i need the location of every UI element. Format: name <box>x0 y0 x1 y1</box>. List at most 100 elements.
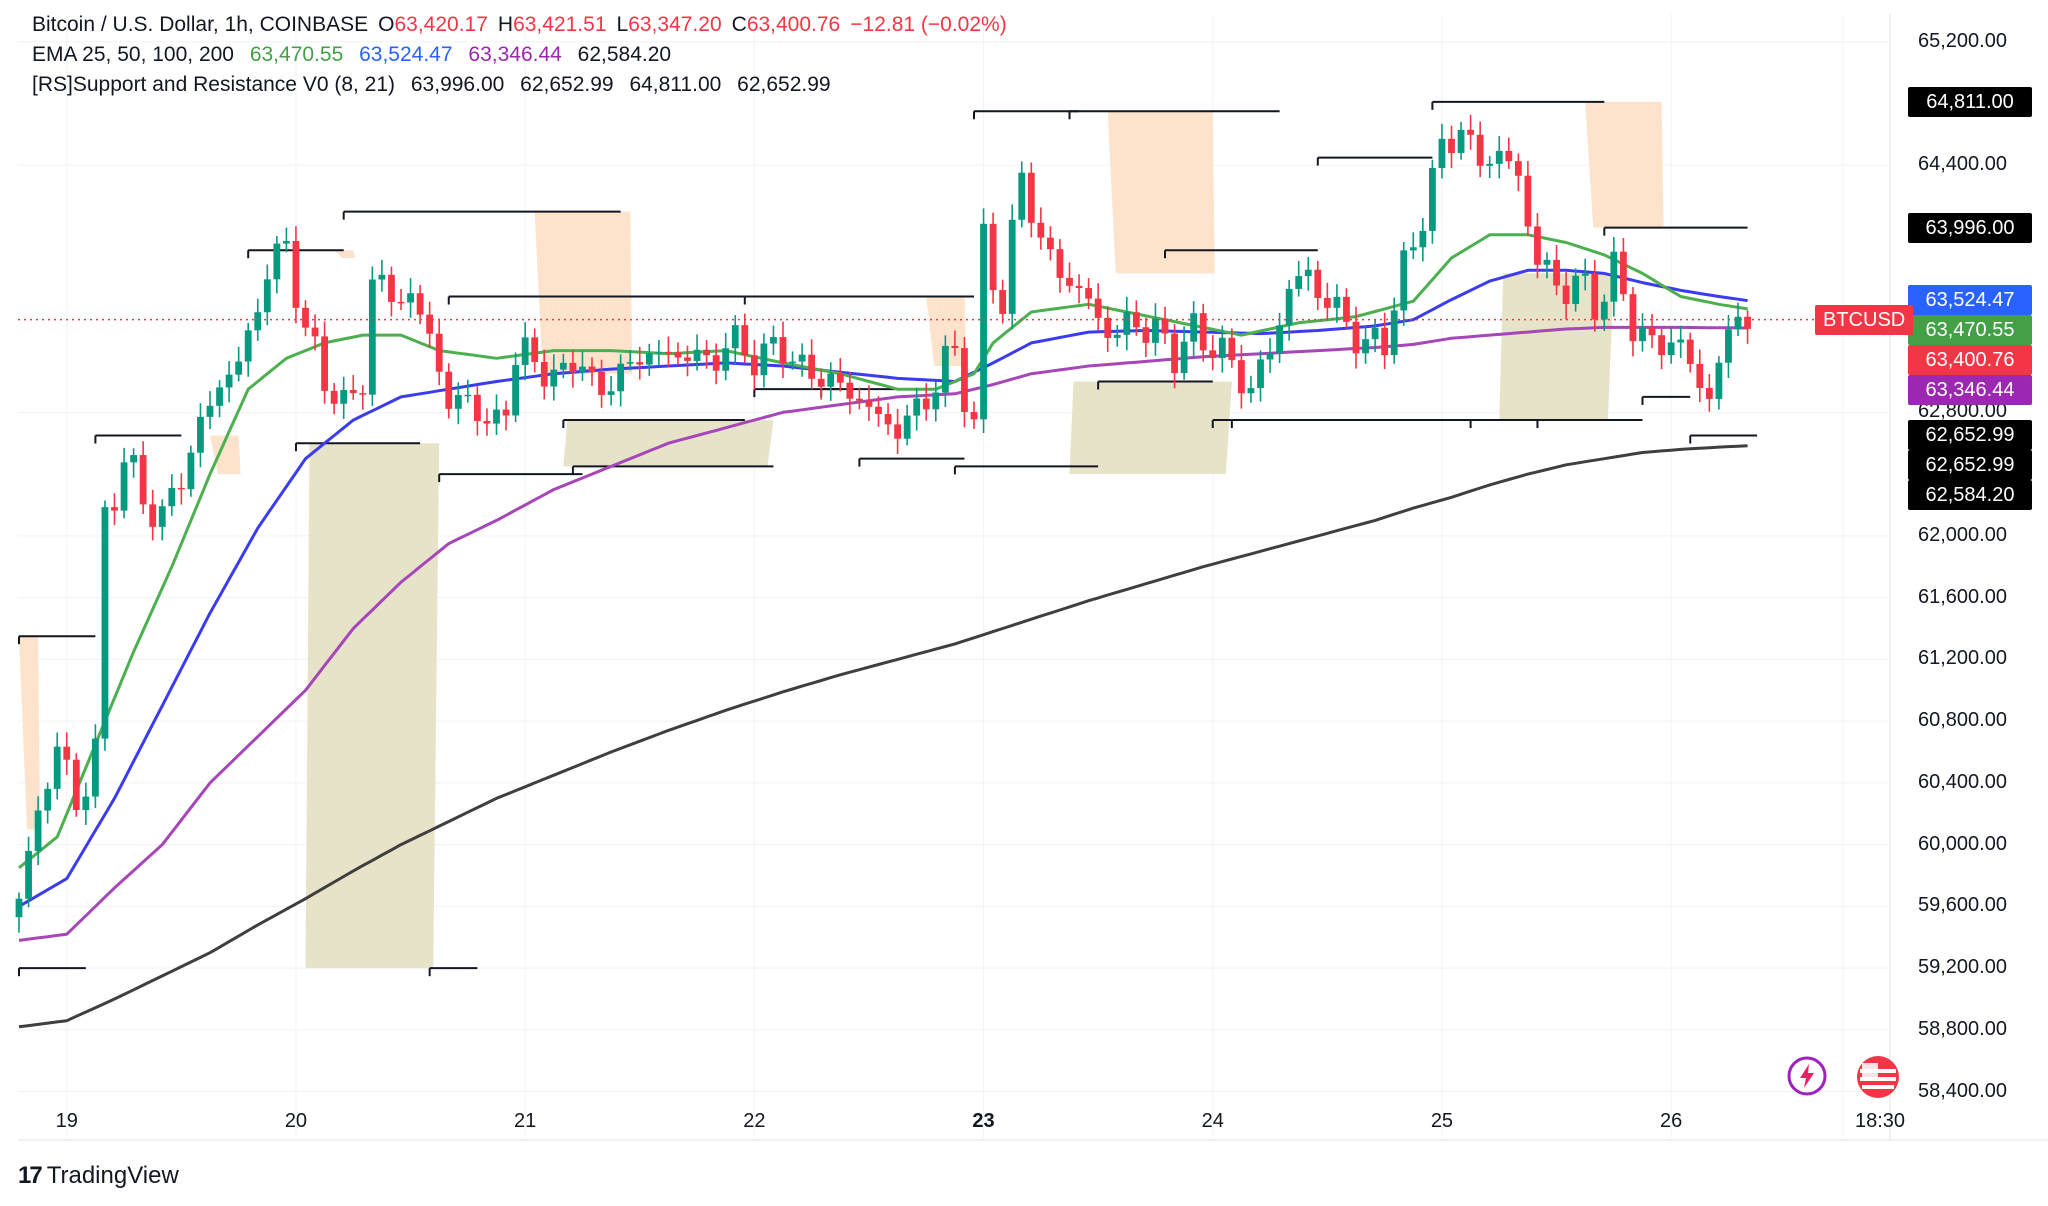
candle-body <box>244 330 252 362</box>
ema100-value: 63,346.44 <box>468 43 562 66</box>
candle-body <box>1285 288 1293 326</box>
support-zone <box>305 443 440 969</box>
price-tag: 62,652.99 <box>1908 450 2032 481</box>
candle-body <box>1190 313 1198 342</box>
candle-body <box>302 307 309 328</box>
y-tick-label: 58,800.00 <box>1918 1017 2007 1040</box>
candle-body <box>263 279 271 313</box>
resistance-zone <box>334 250 356 258</box>
candle-body <box>932 392 940 410</box>
sr-value-4: 62,652.99 <box>737 73 831 96</box>
candle-body <box>1715 362 1723 399</box>
candle-body <box>789 361 796 364</box>
lightning-icon[interactable] <box>1786 1055 1828 1097</box>
tradingview-logo-icon: 17 <box>18 1162 43 1189</box>
candle-body <box>1610 251 1618 302</box>
ema25-line <box>18 233 1748 869</box>
ohlc-open: 63,420.17 <box>394 13 488 36</box>
candle-body <box>1505 150 1513 162</box>
sr-value-2: 62,652.99 <box>520 73 614 96</box>
candle-body <box>1457 129 1465 153</box>
x-tick-label: 20 <box>284 1110 308 1132</box>
candle-body <box>283 240 290 244</box>
y-tick-label: 58,400.00 <box>1918 1079 2007 1102</box>
candle-body <box>235 361 243 375</box>
candle-body <box>1696 363 1704 388</box>
candle-body <box>559 362 567 370</box>
ema200-line <box>18 444 1748 1029</box>
candle-body <box>388 274 395 302</box>
candle-body <box>330 390 338 404</box>
resistance-zone <box>1585 101 1664 228</box>
price-tag: 63,346.44 <box>1908 375 2032 406</box>
candle-body <box>292 240 300 308</box>
candle-body <box>82 796 90 811</box>
resistance-zone <box>210 435 241 475</box>
candle-body <box>483 420 491 424</box>
us-flag-icon[interactable] <box>1856 1055 1899 1098</box>
ema100-line <box>18 325 1748 942</box>
candle-body <box>1744 316 1751 329</box>
candle-body <box>225 374 233 388</box>
candle-body <box>1085 288 1092 299</box>
candle-body <box>187 452 195 490</box>
candle-body <box>970 411 978 420</box>
candle-body <box>512 364 519 416</box>
candle-body <box>980 223 987 420</box>
candle-body <box>1352 321 1360 354</box>
candle-body <box>111 507 118 511</box>
candle-body <box>836 373 844 383</box>
y-tick-label: 64,400.00 <box>1918 153 2007 176</box>
candle-body <box>435 333 443 372</box>
candle-body <box>1600 301 1608 320</box>
candle-body <box>1514 161 1522 176</box>
y-tick-label: 62,800.00 <box>1918 400 2007 423</box>
price-tag: 63,400.76 <box>1908 345 2032 376</box>
candle-body <box>588 366 596 372</box>
candle-body <box>1152 318 1159 343</box>
candle-body <box>1075 285 1083 289</box>
candle-body <box>1495 150 1503 164</box>
candle-body <box>368 279 376 395</box>
candle-body <box>1658 335 1665 356</box>
candle-body <box>1734 316 1742 330</box>
candle-body <box>607 391 615 395</box>
candle-body <box>92 738 99 797</box>
candle-body <box>579 366 586 373</box>
x-tick-label: 23 <box>972 1110 995 1132</box>
candle-body <box>1238 360 1245 394</box>
candle-body <box>703 349 710 356</box>
candle-body <box>598 371 605 395</box>
candle-body <box>1037 222 1045 238</box>
ohlc-low-key: L <box>616 13 629 36</box>
ohlc-low: 63,347.20 <box>628 13 722 36</box>
candle-body <box>569 362 577 373</box>
price-tag: 62,584.20 <box>1908 480 2032 511</box>
candle-body <box>1047 237 1054 250</box>
price-tag: 63,470.55 <box>1908 315 2032 346</box>
y-tick-label: 60,400.00 <box>1918 770 2007 793</box>
candle-body <box>1295 276 1303 289</box>
sr-value-3: 64,811.00 <box>629 73 722 96</box>
candle-body <box>903 415 911 439</box>
candle-body <box>875 406 882 414</box>
candle-body <box>101 507 109 739</box>
candle-body <box>1228 337 1236 361</box>
candle-body <box>750 355 758 376</box>
x-tick-label: 25 <box>1430 1110 1454 1132</box>
candle-body <box>1180 341 1188 374</box>
price-tag: 63,996.00 <box>1908 212 2032 243</box>
candle-body <box>922 398 930 410</box>
x-tick-label: 19 <box>55 1110 78 1132</box>
candle-body <box>1429 167 1436 231</box>
candle-body <box>617 363 625 392</box>
support-zone <box>1069 381 1232 475</box>
legend-symbol-row: Bitcoin / U.S. Dollar, 1h, COINBASE O63,4… <box>32 10 1017 40</box>
candle-body <box>1705 387 1713 399</box>
candle-body <box>397 301 405 304</box>
candle-body <box>1209 350 1217 359</box>
candle-body <box>1056 249 1064 278</box>
resistance-zone <box>1107 111 1215 274</box>
brand[interactable]: 17 TradingView <box>18 1162 179 1190</box>
